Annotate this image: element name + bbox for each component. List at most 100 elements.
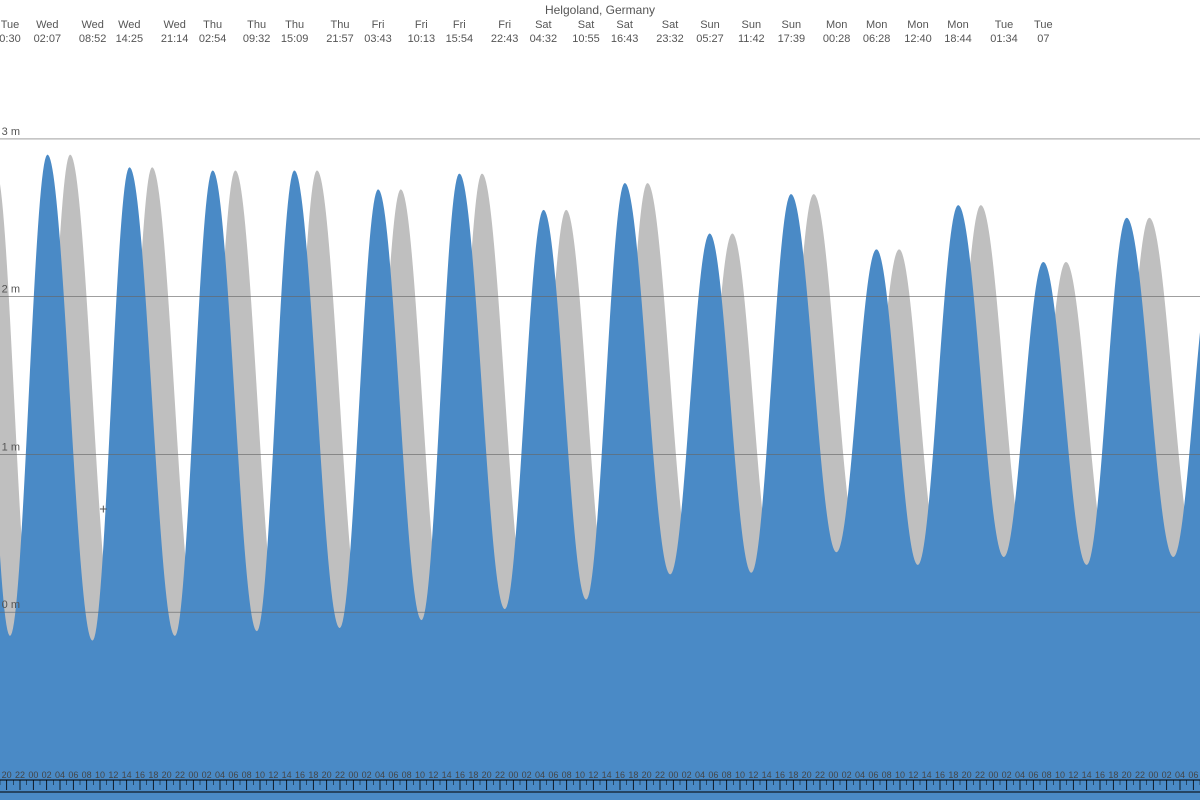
x-tick-label: 04 [215,770,225,780]
x-tick-label: 18 [948,770,958,780]
x-tick-label: 14 [122,770,132,780]
top-label-time: 23:32 [656,33,684,45]
x-tick-label: 02 [1002,770,1012,780]
top-label-day: Mon [907,19,928,31]
x-tick-label: 18 [468,770,478,780]
x-tick-label: 02 [682,770,692,780]
top-label-time: 12:40 [904,33,932,45]
x-tick-label: 06 [708,770,718,780]
x-tick-label: 20 [322,770,332,780]
x-tick-label: 20 [482,770,492,780]
x-tick-label: 06 [1028,770,1038,780]
top-label-time: 01:34 [990,33,1018,45]
x-tick-label: 22 [175,770,185,780]
x-tick-label: 02 [1162,770,1172,780]
top-label-day: Mon [866,19,887,31]
x-tick-label: 02 [202,770,212,780]
top-label-day: Sat [616,19,633,31]
x-tick-label: 22 [815,770,825,780]
x-tick-label: 10 [735,770,745,780]
x-tick-label: 08 [882,770,892,780]
x-tick-label: 22 [975,770,985,780]
top-label-time: 21:14 [161,33,189,45]
top-label-time: 00:28 [823,33,851,45]
x-tick-label: 00 [508,770,518,780]
x-tick-label: 12 [748,770,758,780]
top-label-time: 04:32 [530,33,558,45]
x-tick-label: 22 [335,770,345,780]
x-tick-label: 16 [135,770,145,780]
x-tick-label: 20 [802,770,812,780]
x-tick-label: 20 [962,770,972,780]
x-tick-label: 12 [108,770,118,780]
x-tick-label: 00 [988,770,998,780]
x-tick-label: 06 [548,770,558,780]
x-tick-label: 06 [868,770,878,780]
x-tick-label: 00 [1148,770,1158,780]
top-label-time: 18:44 [944,33,972,45]
x-tick-label: 18 [148,770,158,780]
top-label-day: Thu [331,19,350,31]
x-tick-label: 04 [55,770,65,780]
x-tick-label: 16 [935,770,945,780]
x-tick-label: 10 [895,770,905,780]
top-label-time: 14:25 [116,33,144,45]
x-tick-label: 02 [842,770,852,780]
x-tick-label: 00 [828,770,838,780]
top-label-day: Wed [118,19,140,31]
x-tick-label: 00 [28,770,38,780]
top-label-time: 03:43 [364,33,392,45]
x-tick-label: 02 [42,770,52,780]
x-tick-label: 18 [788,770,798,780]
x-tick-label: 12 [268,770,278,780]
top-label-time: 10:55 [572,33,600,45]
x-tick-label: 10 [1055,770,1065,780]
x-tick-label: 16 [455,770,465,780]
x-tick-label: 10 [95,770,105,780]
x-tick-label: 10 [415,770,425,780]
top-label-day: Tue [1034,19,1053,31]
x-tick-label: 00 [348,770,358,780]
top-label-time: 10:13 [408,33,436,45]
x-tick-label: 08 [722,770,732,780]
top-label-day: Mon [947,19,968,31]
x-tick-label: 08 [82,770,92,780]
top-label-day: Thu [285,19,304,31]
x-tick-label: 14 [282,770,292,780]
x-tick-label: 22 [15,770,25,780]
top-label-time: 0:30 [0,33,21,45]
top-label-day: Tue [995,19,1014,31]
x-tick-label: 14 [442,770,452,780]
x-tick-label: 04 [375,770,385,780]
top-label-time: 02:07 [34,33,62,45]
x-tick-label: 16 [615,770,625,780]
marker-cross: + [99,500,107,516]
x-tick-label: 06 [228,770,238,780]
top-label-time: 02:54 [199,33,227,45]
top-label-day: Thu [203,19,222,31]
tide-chart: 0 m1 m2 m3 mHelgoland, GermanyTue0:30Wed… [0,0,1200,800]
x-tick-label: 04 [1015,770,1025,780]
x-tick-label: 02 [362,770,372,780]
x-tick-label: 20 [162,770,172,780]
top-label-day: Tue [1,19,20,31]
x-tick-label: 10 [255,770,265,780]
x-tick-label: 16 [1095,770,1105,780]
top-label-time: 09:32 [243,33,271,45]
top-label-time: 21:57 [326,33,354,45]
top-label-time: 15:09 [281,33,309,45]
x-tick-label: 06 [1188,770,1198,780]
top-label-time: 16:43 [611,33,639,45]
top-label-day: Sun [782,19,802,31]
x-tick-label: 22 [1135,770,1145,780]
x-tick-label: 00 [668,770,678,780]
x-tick-label: 02 [522,770,532,780]
x-tick-label: 12 [1068,770,1078,780]
x-tick-label: 14 [922,770,932,780]
x-tick-label: 00 [188,770,198,780]
top-label-day: Sat [535,19,552,31]
top-label-day: Fri [453,19,466,31]
top-label-day: Wed [36,19,58,31]
x-tick-label: 14 [602,770,612,780]
y-axis-label: 2 m [2,284,20,296]
